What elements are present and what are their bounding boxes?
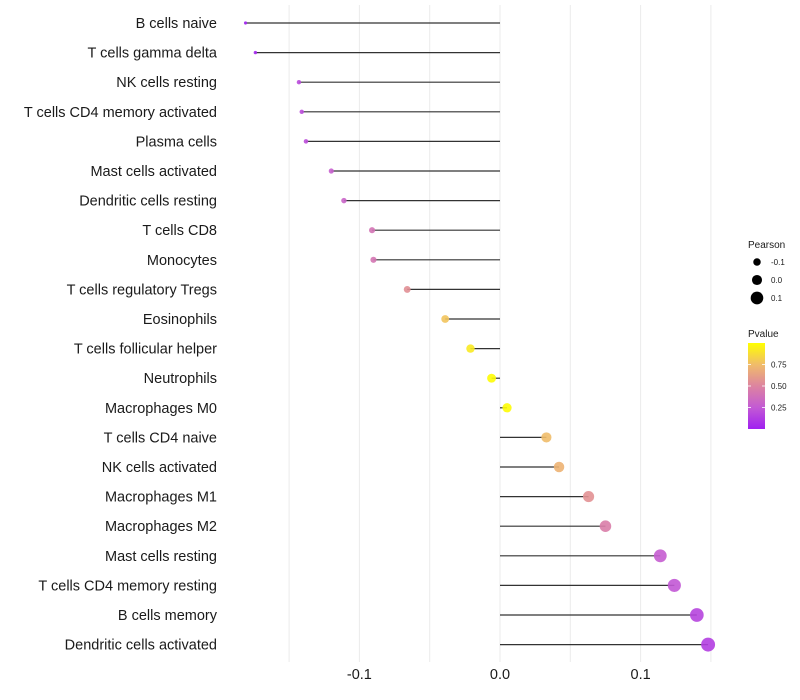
lollipop-point — [541, 432, 552, 443]
lollipop-point — [502, 403, 512, 413]
size-legend: -0.1 0.0 0.1 — [750, 258, 785, 305]
lollipop-point — [583, 491, 595, 503]
lollipop-point — [441, 315, 450, 323]
lollipop-point — [667, 578, 681, 592]
size-legend-key — [750, 291, 764, 305]
y-axis-label: Macrophages M2 — [105, 519, 217, 535]
y-axis-label: Dendritic cells resting — [79, 194, 217, 210]
y-axis-label: Mast cells resting — [105, 549, 217, 565]
color-legend-label: 0.50 — [771, 382, 787, 391]
lollipop-point — [370, 256, 377, 263]
x-tick-label: 0.0 — [490, 667, 510, 683]
lollipop-point — [487, 373, 497, 383]
color-legend-label: 0.75 — [771, 361, 787, 370]
y-axis-labels: B cells naive T cells gamma delta NK cells… — [24, 16, 218, 654]
y-axis-label: T cells gamma delta — [88, 46, 218, 62]
y-axis-label: T cells follicular helper — [74, 342, 217, 358]
lollipop-point — [599, 520, 612, 532]
size-legend-label: -0.1 — [771, 258, 785, 267]
pvalue-colorbar — [748, 343, 765, 429]
y-axis-label: T cells regulatory Tregs — [67, 282, 217, 298]
lollipop-point — [690, 608, 704, 622]
color-legend-label: 0.25 — [771, 404, 787, 413]
legend-color-title: Pvalue — [748, 329, 779, 340]
y-axis-label: Plasma cells — [136, 134, 217, 150]
lollipop-points — [243, 21, 716, 652]
lollipop-point — [369, 227, 376, 234]
x-axis-ticks: -0.1 0.0 0.1 — [347, 667, 651, 683]
y-axis-label: Mast cells activated — [90, 164, 217, 180]
y-axis-label: Neutrophils — [144, 371, 217, 387]
y-axis-label: NK cells activated — [102, 460, 217, 476]
lollipop-point — [328, 168, 334, 174]
x-tick-label: 0.1 — [631, 667, 651, 683]
lollipop-point — [653, 549, 667, 563]
lollipop-point — [296, 80, 302, 85]
color-legend: 0.25 0.50 0.75 — [748, 361, 787, 413]
y-axis-label: Macrophages M0 — [105, 401, 217, 417]
lollipop-point — [466, 344, 475, 353]
gridlines — [288, 5, 712, 662]
y-axis-label: T cells CD4 memory resting — [38, 578, 217, 594]
y-axis-label: Eosinophils — [143, 312, 217, 328]
size-legend-label: 0.1 — [771, 294, 783, 303]
size-legend-key — [753, 258, 761, 266]
y-axis-label: B cells memory — [118, 608, 218, 624]
y-axis-label: Monocytes — [147, 253, 217, 269]
lollipop-point — [299, 109, 304, 115]
lollipop-point — [553, 461, 565, 473]
y-axis-label: T cells CD4 naive — [104, 430, 217, 446]
lollipop-point — [701, 637, 716, 652]
legend: Pearson -0.1 0.0 0.1 Pvalue 0.25 0.50 0.75 — [748, 240, 787, 429]
y-axis-label: NK cells resting — [116, 75, 217, 91]
y-axis-label: T cells CD8 — [142, 223, 217, 239]
lollipop-point — [253, 50, 258, 55]
legend-size-title: Pearson — [748, 240, 785, 251]
size-legend-label: 0.0 — [771, 276, 783, 285]
lollipop-point — [403, 285, 411, 293]
lollipop-stems — [245, 22, 709, 646]
y-axis-label: B cells naive — [136, 16, 217, 32]
y-axis-label: Dendritic cells activated — [65, 638, 217, 654]
lollipop-point — [243, 21, 248, 25]
x-tick-label: -0.1 — [347, 667, 372, 683]
size-legend-key — [751, 274, 763, 286]
y-axis-label: Macrophages M1 — [105, 490, 217, 506]
lollipop-point — [341, 197, 347, 204]
y-axis-label: T cells CD4 memory activated — [24, 105, 217, 121]
lollipop-point — [303, 139, 309, 144]
